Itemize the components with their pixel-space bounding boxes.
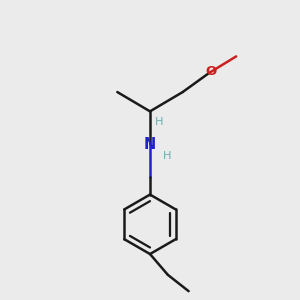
Text: H: H bbox=[164, 152, 172, 161]
Text: O: O bbox=[205, 65, 217, 78]
Text: H: H bbox=[155, 117, 164, 127]
Text: N: N bbox=[144, 136, 156, 152]
